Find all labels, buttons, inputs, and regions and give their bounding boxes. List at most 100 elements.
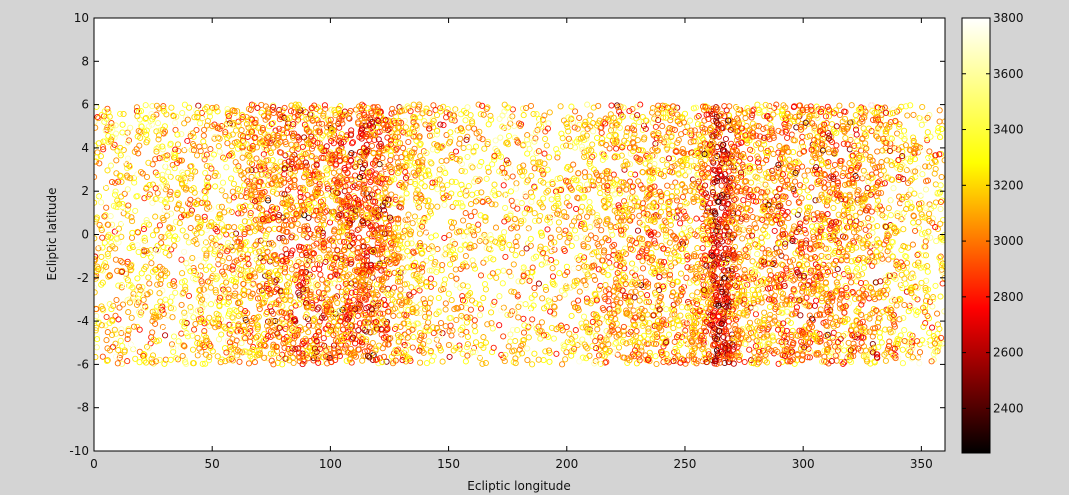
scatter-point	[157, 280, 164, 287]
scatter-point	[316, 140, 323, 147]
scatter-point	[338, 263, 345, 271]
scatter-point	[117, 110, 124, 117]
scatter-point	[649, 119, 656, 126]
scatter-point	[885, 205, 892, 212]
scatter-point	[782, 104, 789, 111]
plot-axes: 0 50 100 150 200 250 300 350 -10-8-6-4-20246810…	[45, 11, 946, 493]
scatter-point	[254, 332, 262, 339]
scatter-point	[733, 148, 741, 155]
scatter-point	[125, 309, 132, 316]
scatter-point	[477, 305, 485, 312]
scatter-point	[753, 236, 760, 244]
scatter-point	[925, 163, 932, 170]
scatter-point	[301, 121, 308, 128]
scatter-point	[713, 104, 720, 111]
scatter-point	[283, 257, 291, 264]
scatter-point	[179, 109, 186, 117]
scatter-point	[206, 263, 213, 270]
scatter-point	[896, 316, 903, 323]
scatter-point	[394, 278, 402, 285]
scatter-point	[682, 327, 689, 334]
scatter-point	[594, 214, 601, 221]
scatter-point	[555, 226, 562, 233]
scatter-point	[929, 303, 936, 310]
scatter-point	[675, 171, 683, 178]
scatter-point	[803, 218, 810, 225]
scatter-point	[479, 198, 486, 205]
scatter-point	[243, 120, 250, 128]
scatter-point	[497, 134, 504, 141]
scatter-point	[742, 110, 749, 117]
scatter-point	[554, 154, 561, 161]
scatter-point	[119, 301, 127, 308]
scatter-point	[263, 210, 270, 217]
scatter-point	[910, 137, 917, 144]
scatter-point	[509, 326, 516, 333]
scatter-point	[347, 254, 354, 261]
scatter-point	[124, 336, 131, 343]
scatter-point	[434, 246, 441, 253]
scatter-point	[141, 237, 148, 245]
scatter-point	[460, 233, 467, 240]
scatter-point	[612, 276, 619, 283]
scatter-point	[193, 126, 200, 134]
scatter-point	[818, 157, 825, 164]
scatter-point	[720, 251, 727, 258]
scatter-point	[787, 346, 794, 354]
scatter-point	[268, 357, 275, 364]
scatter-points	[94, 101, 945, 368]
scatter-point	[544, 226, 551, 233]
scatter-point	[790, 185, 797, 192]
scatter-point	[410, 325, 417, 332]
scatter-point	[844, 252, 851, 259]
scatter-point	[691, 134, 698, 141]
scatter-point	[216, 233, 223, 240]
scatter-point	[845, 272, 852, 279]
scatter-point	[110, 302, 117, 309]
scatter-point	[818, 264, 825, 271]
scatter-point	[586, 160, 593, 167]
scatter-point	[207, 301, 215, 308]
scatter-point	[938, 173, 945, 181]
scatter-point	[739, 235, 746, 242]
scatter-point	[831, 161, 838, 168]
scatter-point	[595, 266, 602, 273]
scatter-point	[219, 283, 226, 290]
scatter-point	[446, 232, 453, 239]
scatter-point	[321, 102, 328, 109]
scatter-point	[288, 266, 295, 273]
scatter-point	[245, 360, 253, 367]
scatter-point	[261, 334, 268, 341]
scatter-point	[741, 358, 748, 366]
scatter-point	[623, 128, 630, 135]
scatter-point	[256, 248, 263, 255]
scatter-point	[179, 270, 186, 277]
scatter-point	[408, 240, 415, 247]
scatter-point	[844, 265, 851, 272]
scatter-point	[885, 272, 892, 279]
scatter-point	[556, 203, 563, 210]
scatter-point	[318, 359, 325, 366]
scatter-point	[877, 105, 884, 112]
scatter-point	[900, 226, 907, 233]
scatter-point	[602, 287, 609, 295]
scatter-point	[659, 123, 666, 130]
scatter-point	[400, 129, 407, 136]
scatter-point	[757, 215, 764, 222]
scatter-point	[428, 184, 435, 191]
scatter-point	[513, 224, 521, 231]
scatter-point	[292, 234, 299, 241]
scatter-point	[202, 239, 209, 246]
scatter-point	[659, 102, 666, 109]
scatter-point	[553, 350, 560, 357]
scatter-point	[509, 173, 516, 180]
scatter-point	[429, 116, 436, 123]
scatter-point	[321, 314, 329, 321]
scatter-point	[901, 327, 908, 334]
scatter-point	[903, 167, 910, 174]
scatter-point	[185, 292, 193, 299]
scatter-point	[651, 115, 658, 122]
scatter-point	[141, 195, 148, 202]
scatter-point	[784, 282, 791, 289]
